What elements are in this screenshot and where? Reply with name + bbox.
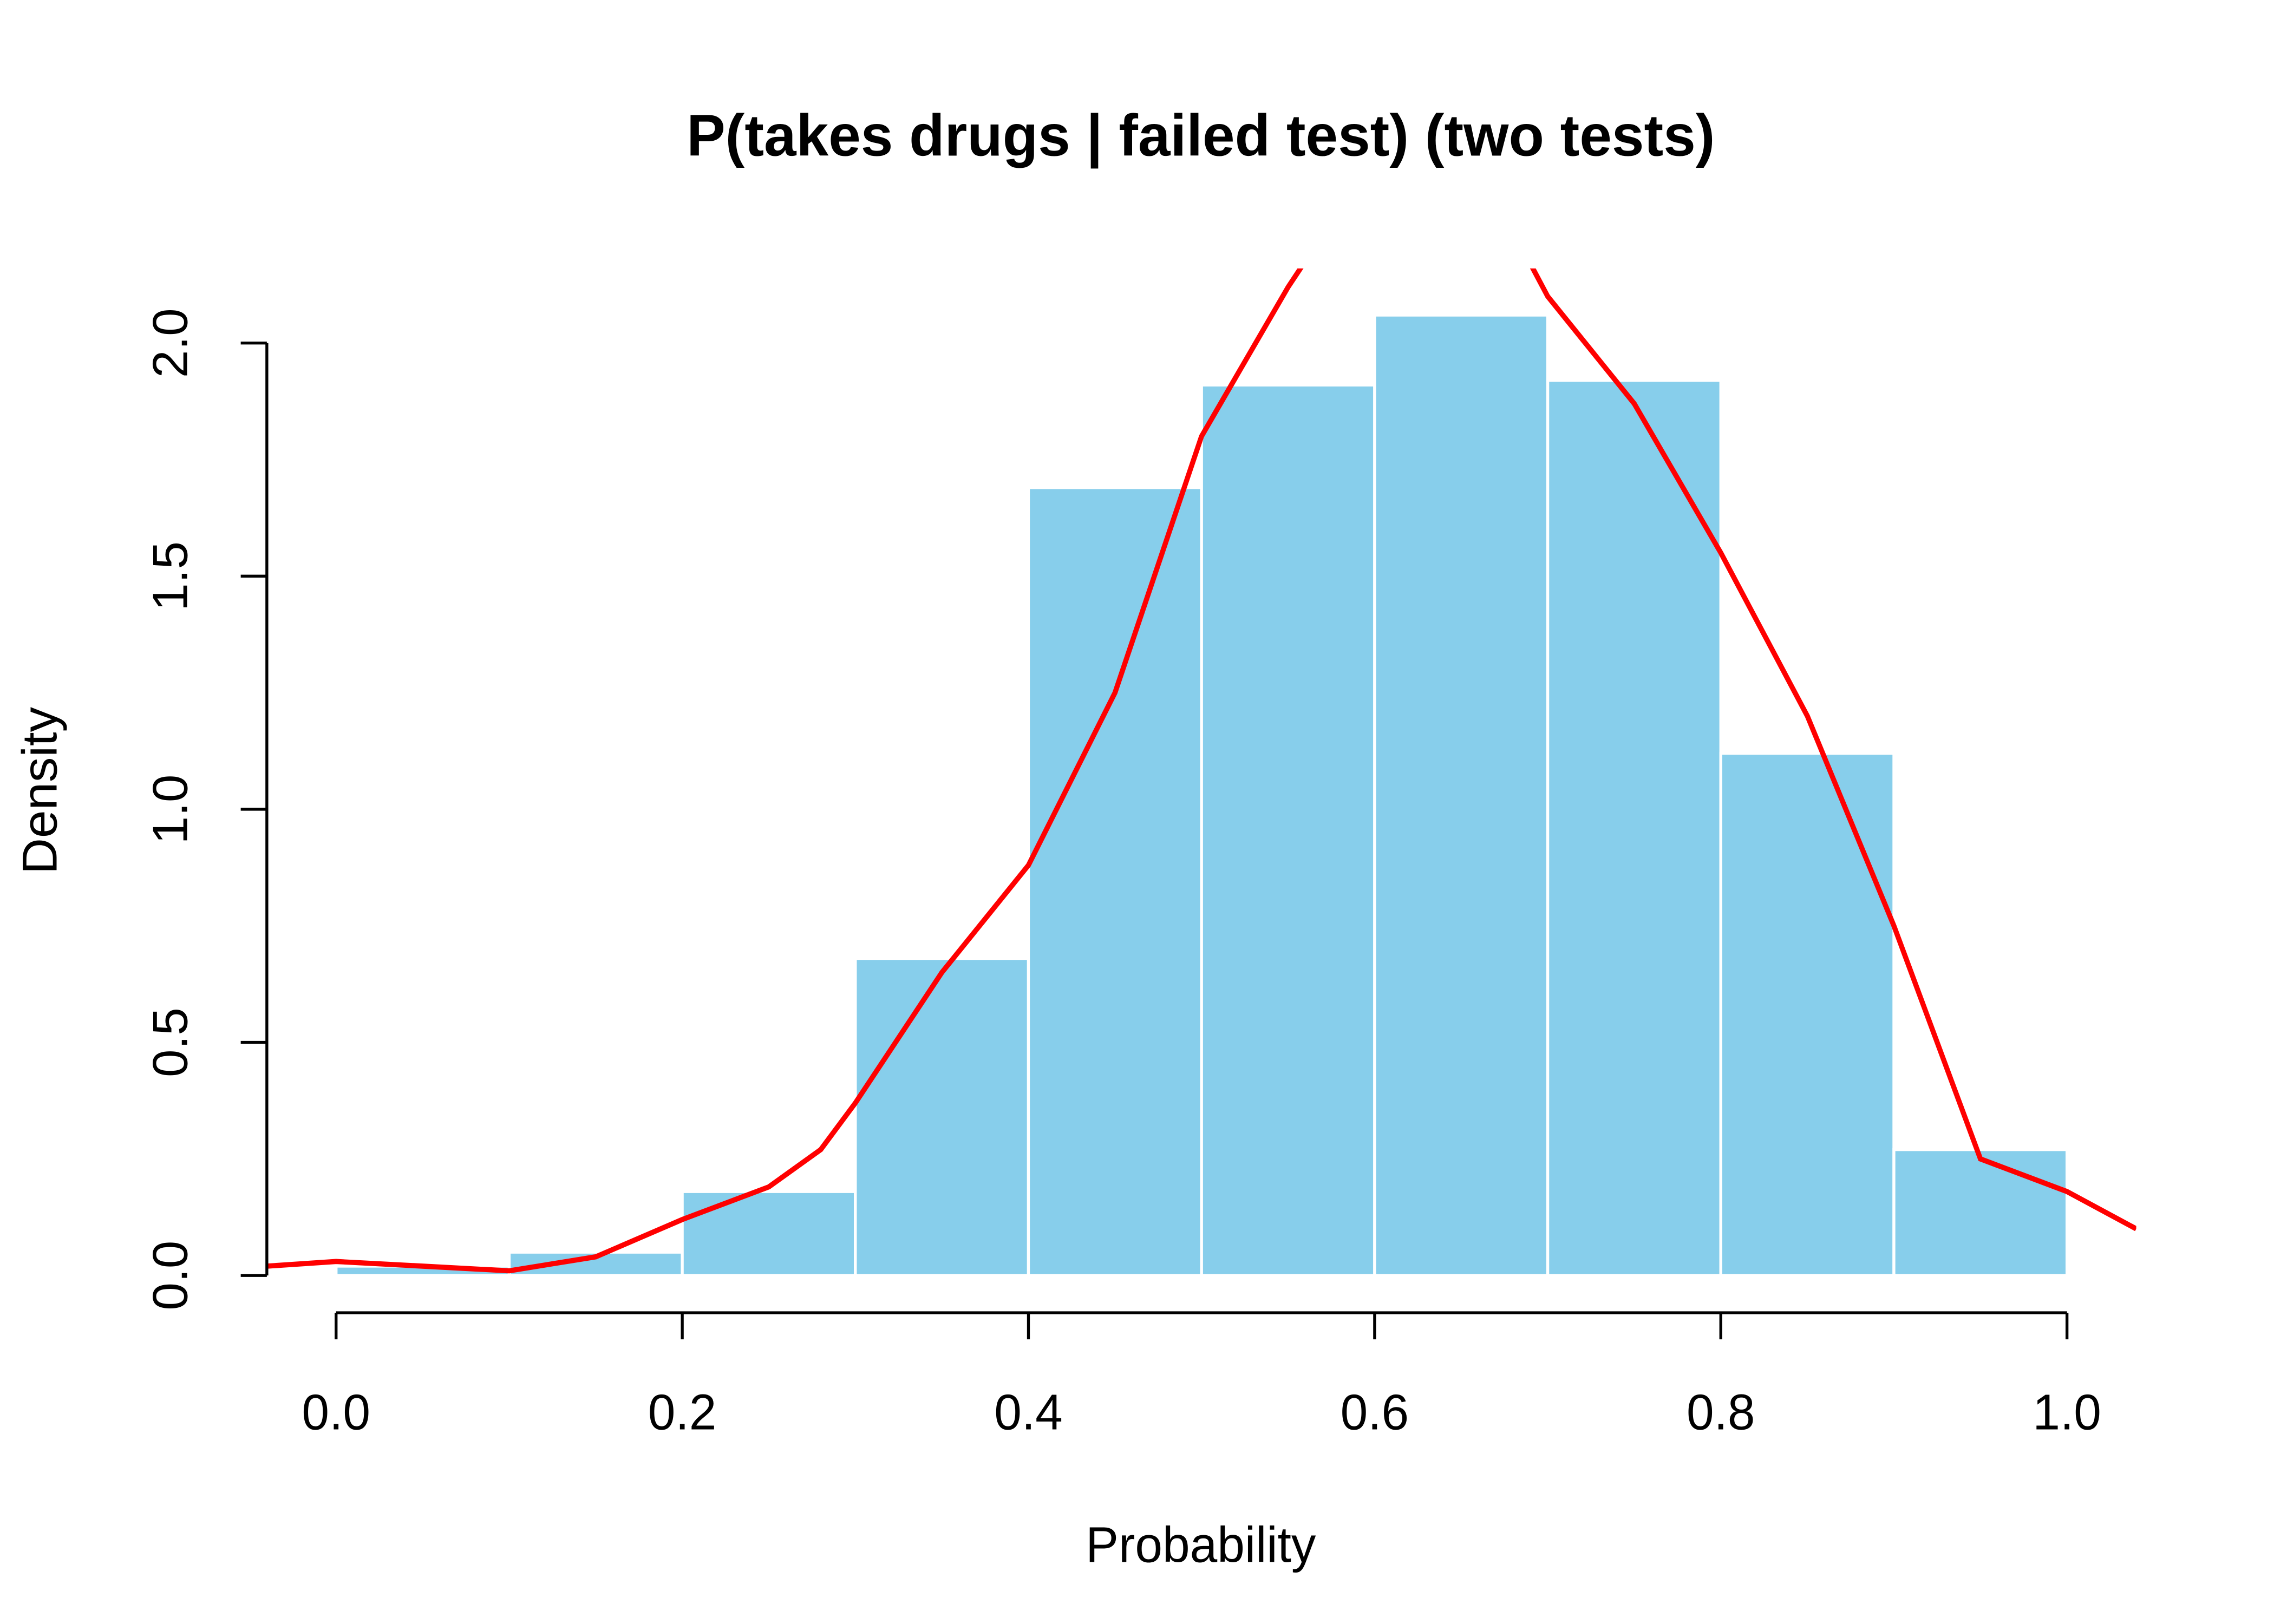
- bar: [1373, 313, 1550, 1277]
- x-tick-label: 0.8: [1687, 1385, 1755, 1440]
- bar: [1546, 378, 1722, 1277]
- y-tick-label: 1.5: [143, 541, 198, 611]
- x-axis-label: Probability: [1086, 1517, 1316, 1573]
- chart-title: P(takes drugs | failed test) (two tests): [687, 102, 1715, 169]
- density-line: [266, 268, 2136, 1274]
- y-axis-label: Density: [12, 707, 67, 874]
- x-tick-label: 0.2: [648, 1385, 717, 1440]
- x-tick-label: 0.4: [994, 1385, 1063, 1440]
- bar: [854, 957, 1030, 1277]
- bar: [1200, 383, 1376, 1277]
- bar: [681, 1190, 857, 1277]
- x-tick-label: 1.0: [2033, 1385, 2101, 1440]
- plot-area: [266, 268, 2136, 1277]
- y-tick-label: 0.5: [143, 1007, 198, 1077]
- x-tick-label: 0.0: [302, 1385, 370, 1440]
- bar: [1719, 751, 1896, 1277]
- y-tick-label: 0.0: [143, 1241, 198, 1311]
- x-tick-label: 0.6: [1341, 1385, 1409, 1440]
- y-tick-label: 2.0: [143, 308, 198, 378]
- bar: [1892, 1148, 2069, 1277]
- bar: [1027, 486, 1203, 1277]
- y-tick-label: 1.0: [143, 775, 198, 844]
